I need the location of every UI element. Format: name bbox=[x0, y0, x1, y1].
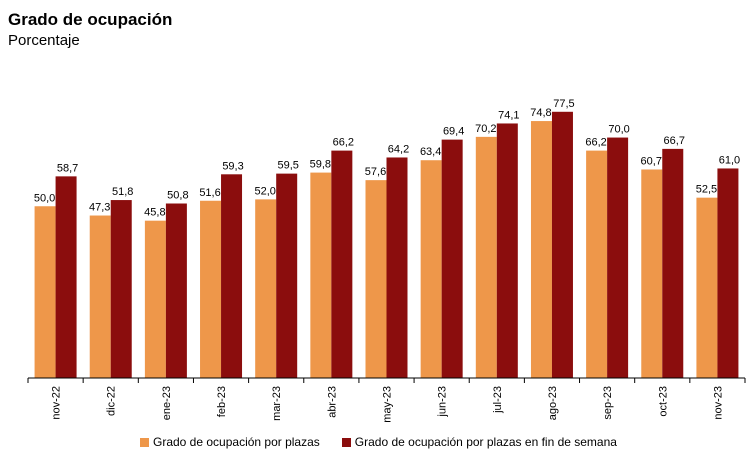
bar-s1-ago-23 bbox=[551, 111, 573, 378]
data-label-s1-nov-23: 61,0 bbox=[719, 154, 740, 166]
data-label-s1-ago-23: 77,5 bbox=[553, 98, 574, 110]
data-label-s0-feb-23: 51,6 bbox=[199, 187, 220, 199]
x-tick-label-sep-23: sep-23 bbox=[602, 386, 614, 420]
chart-legend: Grado de ocupación por plazas Grado de o… bbox=[140, 435, 639, 449]
bar-s0-dic-22 bbox=[89, 215, 111, 378]
bar-s1-abr-23 bbox=[331, 150, 353, 378]
data-label-s0-jun-23: 63,4 bbox=[420, 146, 441, 158]
data-label-s0-ago-23: 74,8 bbox=[530, 107, 551, 119]
x-tick-label-dic-22: dic-22 bbox=[106, 386, 118, 416]
data-label-s1-nov-22: 58,7 bbox=[57, 162, 78, 174]
data-label-s1-jul-23: 74,1 bbox=[498, 109, 519, 121]
chart-subtitle: Porcentaje bbox=[8, 32, 80, 49]
x-tick-label-ene-23: ene-23 bbox=[161, 386, 173, 420]
bar-s0-ago-23 bbox=[530, 121, 552, 378]
bar-s0-oct-23 bbox=[641, 169, 663, 378]
bar-s1-ene-23 bbox=[165, 203, 187, 378]
bar-s1-nov-22 bbox=[55, 176, 77, 378]
legend-swatch-plazas bbox=[140, 437, 149, 447]
bar-s0-nov-23 bbox=[696, 197, 718, 378]
x-tick-label-nov-22: nov-22 bbox=[51, 386, 63, 420]
data-label-s0-sep-23: 66,2 bbox=[585, 137, 606, 149]
bar-s1-mar-23 bbox=[276, 173, 298, 378]
bar-s1-jun-23 bbox=[441, 139, 463, 378]
data-label-s1-abr-23: 66,2 bbox=[333, 137, 354, 149]
data-label-s0-ene-23: 45,8 bbox=[144, 207, 165, 219]
x-tick-label-abr-23: abr-23 bbox=[326, 386, 338, 418]
bar-s0-ene-23 bbox=[144, 220, 166, 378]
x-tick-label-nov-23: nov-23 bbox=[712, 386, 724, 420]
bar-s0-abr-23 bbox=[310, 172, 332, 378]
bar-s0-feb-23 bbox=[200, 200, 222, 378]
bar-s0-may-23 bbox=[365, 180, 387, 378]
data-label-s1-feb-23: 59,3 bbox=[222, 160, 243, 172]
data-label-s0-nov-23: 52,5 bbox=[696, 184, 717, 196]
data-label-s1-sep-23: 70,0 bbox=[608, 124, 629, 136]
x-tick-label-mar-23: mar-23 bbox=[271, 386, 283, 421]
x-tick-label-oct-23: oct-23 bbox=[657, 386, 669, 417]
bar-s1-sep-23 bbox=[607, 137, 629, 378]
legend-item-plazas: Grado de ocupación por plazas bbox=[140, 435, 320, 449]
data-label-s0-jul-23: 70,2 bbox=[475, 123, 496, 135]
data-label-s1-oct-23: 66,7 bbox=[664, 135, 685, 147]
data-label-s1-dic-22: 51,8 bbox=[112, 186, 133, 198]
bar-s0-nov-22 bbox=[34, 206, 56, 378]
bar-s0-jun-23 bbox=[420, 160, 442, 378]
x-tick-label-jul-23: jul-23 bbox=[492, 386, 504, 414]
data-label-s0-abr-23: 59,8 bbox=[310, 159, 331, 171]
x-tick-label-feb-23: feb-23 bbox=[216, 386, 228, 417]
x-tick-label-may-23: may-23 bbox=[382, 386, 394, 423]
chart-title: Grado de ocupación bbox=[8, 10, 173, 29]
data-label-s0-nov-22: 50,0 bbox=[34, 192, 55, 204]
bar-s0-sep-23 bbox=[586, 150, 608, 378]
legend-label-fin-de-semana: Grado de ocupación por plazas en fin de … bbox=[354, 435, 617, 449]
data-label-s0-oct-23: 60,7 bbox=[641, 155, 662, 167]
data-label-s0-dic-22: 47,3 bbox=[89, 202, 110, 214]
bar-s1-may-23 bbox=[386, 157, 408, 378]
bar-s0-jul-23 bbox=[475, 136, 497, 378]
data-label-s0-mar-23: 52,0 bbox=[254, 185, 275, 197]
bar-s1-jul-23 bbox=[496, 123, 518, 379]
bar-s1-dic-22 bbox=[110, 200, 132, 378]
legend-swatch-fin-de-semana bbox=[341, 437, 351, 447]
data-label-s1-may-23: 64,2 bbox=[388, 143, 409, 155]
bar-s0-mar-23 bbox=[255, 199, 277, 378]
bar-s1-feb-23 bbox=[221, 174, 243, 378]
data-label-s0-may-23: 57,6 bbox=[365, 166, 386, 178]
bar-chart: 50,0 58,7 nov-22 47,351,8 dic-22 45,850,8 ene-… bbox=[27, 98, 746, 423]
bar-s1-oct-23 bbox=[662, 148, 684, 378]
data-label-s1-ene-23: 50,8 bbox=[167, 190, 188, 202]
legend-item-fin-de-semana: Grado de ocupación por plazas en fin de … bbox=[341, 435, 617, 449]
bar-s1-nov-23 bbox=[717, 168, 739, 378]
data-label-s1-jun-23: 69,4 bbox=[443, 126, 464, 138]
x-tick-label-jun-23: jun-23 bbox=[437, 386, 449, 418]
x-tick-label-ago-23: ago-23 bbox=[547, 386, 559, 420]
legend-label-plazas: Grado de ocupación por plazas bbox=[153, 435, 320, 449]
data-label-s1-mar-23: 59,5 bbox=[277, 160, 298, 172]
